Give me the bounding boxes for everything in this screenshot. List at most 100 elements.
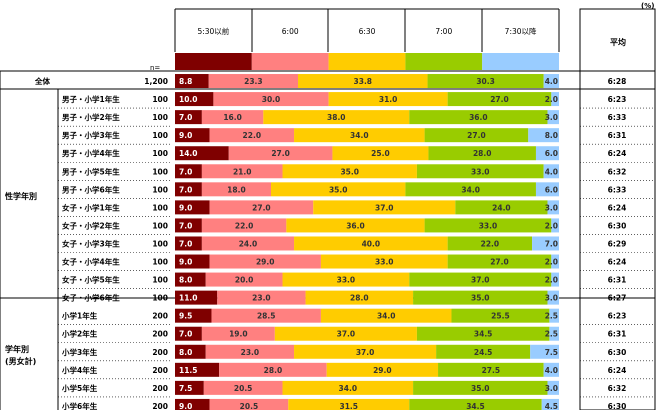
row-n: 200 bbox=[152, 366, 168, 375]
bar-segment bbox=[208, 74, 299, 89]
row-average: 6:23 bbox=[608, 312, 627, 321]
bar-segment bbox=[413, 380, 548, 395]
row-label: 全体 bbox=[34, 76, 50, 86]
row-label: 女子・小学4年生 bbox=[62, 257, 120, 267]
chart-row: 全体 1,200 8.8 23.3 33.8 30.3 4.0 6:28 bbox=[34, 74, 627, 89]
data-label: 16.0 bbox=[223, 113, 242, 122]
data-label: 35.0 bbox=[329, 185, 348, 194]
data-label: 33.0 bbox=[479, 221, 498, 230]
bar-segment bbox=[451, 308, 550, 323]
bar-segment bbox=[294, 128, 425, 143]
data-label: 7.5 bbox=[179, 384, 192, 393]
bar-segment bbox=[175, 146, 229, 161]
bar-segment bbox=[416, 326, 550, 341]
bar-segment bbox=[201, 218, 287, 233]
data-label: 2.5 bbox=[545, 330, 558, 339]
row-average: 6:24 bbox=[608, 366, 627, 375]
bar-segment bbox=[175, 200, 210, 215]
chart-row: 女子・小学5年生 100 8.0 20.0 33.0 37.0 2.0 6:31 bbox=[58, 272, 655, 289]
bar-segment bbox=[326, 362, 439, 377]
chart-row: 小学6年生 200 9.0 20.5 31.5 34.5 4.5 6:30 bbox=[62, 398, 626, 410]
bar-segment bbox=[543, 74, 559, 89]
bar-segment bbox=[328, 92, 448, 107]
row-average: 6:31 bbox=[608, 330, 627, 339]
data-label: 20.5 bbox=[234, 384, 253, 393]
data-label: 33.0 bbox=[375, 258, 394, 267]
bar-segment bbox=[205, 272, 283, 287]
bar-segment bbox=[447, 236, 533, 251]
bar-segment bbox=[175, 272, 206, 287]
data-label: 37.0 bbox=[375, 203, 394, 212]
bar-segment bbox=[547, 200, 559, 215]
bar-segment bbox=[551, 254, 559, 269]
bar-segment bbox=[551, 218, 559, 233]
data-label: 37.0 bbox=[471, 276, 490, 285]
data-label: 35.0 bbox=[471, 384, 490, 393]
bar-segment bbox=[282, 164, 417, 179]
data-label: 27.5 bbox=[482, 366, 501, 375]
row-average: 6:33 bbox=[608, 185, 627, 194]
row-average: 6:28 bbox=[608, 77, 627, 86]
legend-swatch bbox=[482, 53, 559, 70]
bar-segment bbox=[263, 110, 410, 125]
chart-row: 女子・小学3年生 100 7.0 24.0 40.0 22.0 7.0 6:29 bbox=[58, 236, 655, 253]
data-label: 7.0 bbox=[179, 167, 192, 176]
data-label: 24.0 bbox=[239, 239, 258, 248]
row-label: 男子・小学3年生 bbox=[62, 130, 120, 140]
data-label: 2.0 bbox=[545, 95, 558, 104]
data-label: 35.0 bbox=[340, 167, 359, 176]
data-label: 6.0 bbox=[545, 185, 558, 194]
bar-segment bbox=[543, 164, 559, 179]
bar-segment bbox=[294, 344, 437, 359]
data-label: 14.0 bbox=[179, 149, 198, 158]
row-label: 女子・小学5年生 bbox=[62, 275, 120, 285]
chart-row: 女子・小学6年生 100 11.0 23.0 28.0 35.0 3.0 6:27 bbox=[62, 290, 626, 305]
bar-segment bbox=[528, 128, 559, 143]
row-label: 女子・小学3年生 bbox=[62, 238, 120, 248]
data-label: 2.0 bbox=[545, 221, 558, 230]
data-label: 34.5 bbox=[474, 330, 493, 339]
row-average: 6:31 bbox=[608, 276, 627, 285]
bar-segment bbox=[535, 182, 559, 197]
data-label: 23.3 bbox=[244, 77, 263, 86]
data-label: 22.0 bbox=[243, 131, 262, 140]
row-average: 6:24 bbox=[608, 149, 627, 158]
bar-segment bbox=[549, 308, 559, 323]
data-label: 27.0 bbox=[252, 203, 271, 212]
row-n: 100 bbox=[152, 239, 168, 248]
data-label: 31.0 bbox=[379, 95, 398, 104]
row-average: 6:31 bbox=[608, 131, 627, 140]
row-n: 100 bbox=[152, 258, 168, 267]
bar-segment bbox=[175, 326, 202, 341]
group-label-grade-line1: 学年別 bbox=[5, 344, 29, 354]
data-label: 34.0 bbox=[377, 312, 396, 321]
data-label: 25.5 bbox=[491, 312, 510, 321]
data-label: 23.0 bbox=[241, 348, 260, 357]
data-label: 8.0 bbox=[179, 348, 192, 357]
row-n: 100 bbox=[152, 276, 168, 285]
chart-row: 小学1年生 200 9.5 28.5 34.0 25.5 2.5 6:23 bbox=[58, 308, 655, 326]
data-label: 38.0 bbox=[327, 113, 346, 122]
bar-segment bbox=[305, 290, 414, 305]
bar-segment bbox=[175, 182, 202, 197]
data-label: 24.5 bbox=[474, 348, 493, 357]
row-n: 200 bbox=[152, 330, 168, 339]
bar-segment bbox=[543, 362, 559, 377]
chart-row: 女子・小学1年生 100 9.0 27.0 37.0 24.0 3.0 6:24 bbox=[58, 200, 655, 217]
legend-label: 6:30 bbox=[359, 27, 376, 36]
data-label: 9.0 bbox=[179, 258, 192, 267]
data-label: 29.0 bbox=[373, 366, 392, 375]
bar-segment bbox=[209, 254, 321, 269]
chart-row: 小学3年生 200 8.0 23.0 37.0 24.5 7.5 6:30 bbox=[58, 344, 655, 362]
row-label: 男子・小学6年生 bbox=[62, 184, 120, 194]
data-label: 8.0 bbox=[179, 276, 192, 285]
row-average: 6:29 bbox=[608, 239, 627, 248]
row-label: 女子・小学2年生 bbox=[62, 220, 120, 230]
row-n: 200 bbox=[152, 348, 168, 357]
bar-segment bbox=[217, 290, 306, 305]
bar-segment bbox=[532, 236, 559, 251]
bar-segment bbox=[405, 182, 536, 197]
data-label: 2.5 bbox=[545, 312, 558, 321]
bar-segment bbox=[201, 182, 271, 197]
bar-segment bbox=[413, 290, 548, 305]
